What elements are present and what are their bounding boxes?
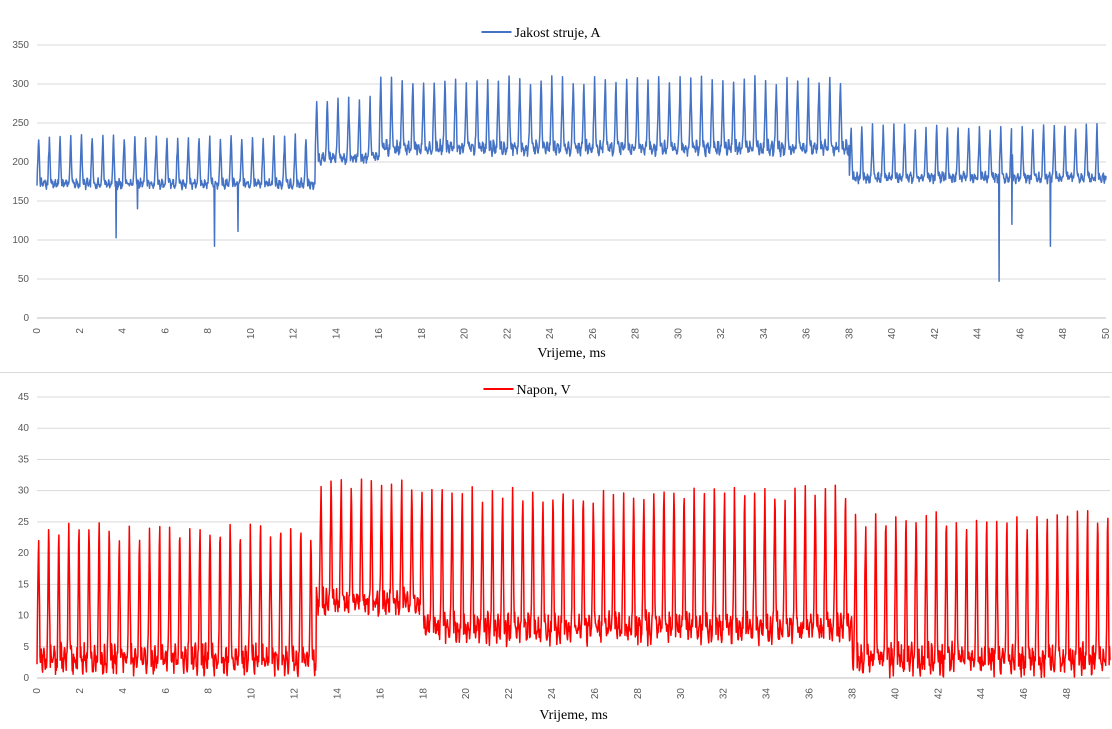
voltage-y-tick-label: 20 <box>18 548 30 559</box>
current-x-tick-label: 44 <box>973 328 984 340</box>
current-y-tick-label: 300 <box>12 79 29 90</box>
current-y-tick-label: 100 <box>12 235 29 246</box>
current-y-tick-label: 50 <box>18 274 30 285</box>
voltage-x-tick-label: 2 <box>75 688 86 694</box>
current-legend-label: Jakost struje, A <box>515 26 602 41</box>
current-x-tick-label: 4 <box>118 328 129 334</box>
current-x-tick-label: 28 <box>631 328 642 340</box>
current-x-tick-label: 24 <box>545 328 556 340</box>
current-x-tick-label: 16 <box>374 328 385 340</box>
current-x-tick-label: 14 <box>331 328 342 340</box>
voltage-y-tick-label: 15 <box>18 579 30 590</box>
current-x-tick-label: 42 <box>930 328 941 340</box>
voltage-y-tick-label: 5 <box>23 642 29 653</box>
voltage-y-tick-label: 45 <box>18 392 30 403</box>
voltage-x-tick-label: 0 <box>32 688 43 694</box>
voltage-x-tick-label: 42 <box>933 688 944 700</box>
voltage-x-tick-label: 30 <box>676 688 687 700</box>
current-series-line <box>36 75 1107 283</box>
current-y-tick-label: 200 <box>12 157 29 168</box>
voltage-x-tick-label: 6 <box>161 688 172 694</box>
current-x-tick-label: 30 <box>673 328 684 340</box>
voltage-x-tick-label: 38 <box>847 688 858 700</box>
voltage-x-tick-label: 44 <box>976 688 987 700</box>
voltage-x-tick-label: 34 <box>762 688 773 700</box>
current-x-tick-label: 2 <box>75 328 86 334</box>
voltage-x-tick-label: 36 <box>805 688 816 700</box>
voltage-x-tick-label: 14 <box>332 688 343 700</box>
voltage-x-tick-label: 4 <box>118 688 129 694</box>
voltage-chart-panel: 0 5 10 15 20 25 30 35 40 45 0 2 4 6 8 10 12 14 16 18 20 22 24 2… <box>0 376 1112 729</box>
current-x-tick-label: 34 <box>759 328 770 340</box>
voltage-x-tick-label: 16 <box>375 688 386 700</box>
voltage-x-tick-label: 28 <box>633 688 644 700</box>
voltage-x-tick-label: 40 <box>890 688 901 700</box>
current-chart-panel: 0 50 100 150 200 250 300 350 0 2 4 6 8 10 12 14 16 18 20 22… <box>0 26 1112 373</box>
current-x-tick-label: 38 <box>844 328 855 340</box>
voltage-y-tick-label: 25 <box>18 517 30 528</box>
voltage-x-tick-label: 32 <box>719 688 730 700</box>
voltage-x-axis-title: Vrijeme, ms <box>539 708 607 723</box>
current-x-tick-label: 6 <box>160 328 171 334</box>
voltage-y-tick-label: 10 <box>18 611 30 622</box>
voltage-x-tick-label: 10 <box>247 688 258 700</box>
current-x-tick-label: 46 <box>1015 328 1026 340</box>
current-x-tick-label: 18 <box>417 328 428 340</box>
voltage-x-tick-label: 20 <box>461 688 472 700</box>
current-y-tick-label: 250 <box>12 118 29 129</box>
current-x-tick-label: 20 <box>460 328 471 340</box>
voltage-x-tick-label: 18 <box>418 688 429 700</box>
current-legend: Jakost struje, A <box>481 26 602 41</box>
current-x-tick-label: 10 <box>246 328 257 340</box>
current-x-tick-label: 48 <box>1058 328 1069 340</box>
current-x-tick-label: 40 <box>887 328 898 340</box>
current-y-tick-label: 0 <box>23 313 29 324</box>
current-x-tick-label: 12 <box>289 328 300 340</box>
current-y-tick-label: 150 <box>12 196 29 207</box>
voltage-series-line <box>36 478 1111 679</box>
voltage-legend-label: Napon, V <box>517 383 571 398</box>
current-x-tick-label: 32 <box>716 328 727 340</box>
voltage-x-tick-label: 12 <box>290 688 301 700</box>
voltage-legend: Napon, V <box>483 383 571 398</box>
current-x-tick-label: 50 <box>1101 328 1112 340</box>
voltage-y-tick-label: 40 <box>18 423 30 434</box>
voltage-x-tick-label: 48 <box>1062 688 1073 700</box>
current-x-tick-label: 0 <box>32 328 43 334</box>
current-y-tick-label: 350 <box>12 40 29 51</box>
current-x-tick-label: 8 <box>203 328 214 334</box>
voltage-y-tick-label: 30 <box>18 486 30 497</box>
current-x-tick-label: 36 <box>802 328 813 340</box>
current-x-axis-title: Vrijeme, ms <box>537 346 605 361</box>
voltage-x-tick-label: 46 <box>1019 688 1030 700</box>
voltage-x-tick-label: 26 <box>590 688 601 700</box>
voltage-x-tick-label: 8 <box>204 688 215 694</box>
current-x-tick-label: 26 <box>588 328 599 340</box>
voltage-x-tick-label: 24 <box>547 688 558 700</box>
voltage-y-tick-label: 0 <box>23 673 29 684</box>
voltage-y-tick-label: 35 <box>18 454 30 465</box>
voltage-x-tick-label: 22 <box>504 688 515 700</box>
current-x-tick-label: 22 <box>502 328 513 340</box>
